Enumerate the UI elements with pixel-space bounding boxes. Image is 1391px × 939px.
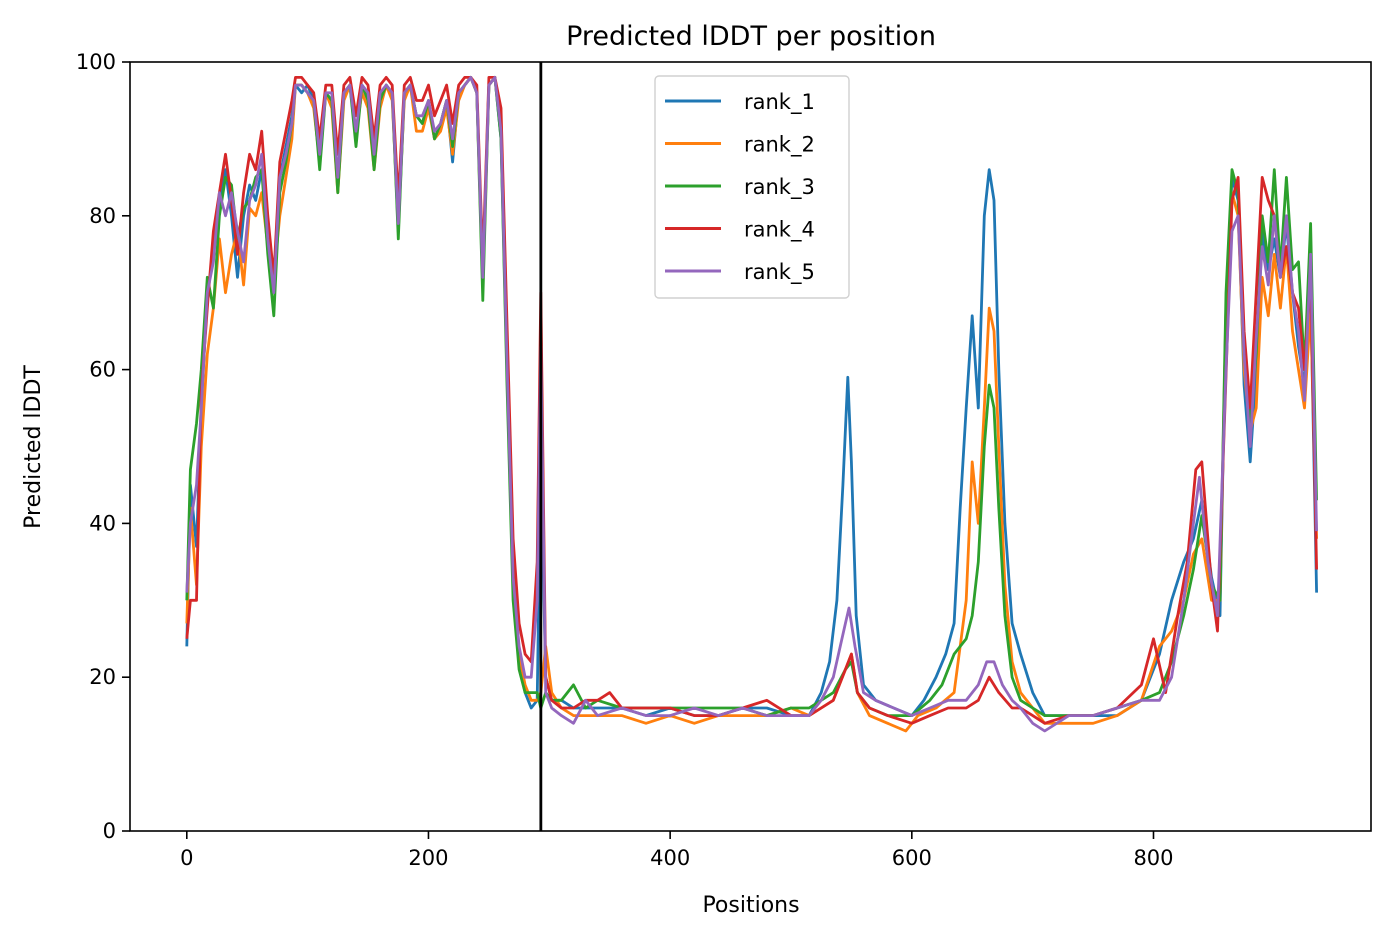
series-line-rank-5 xyxy=(185,76,1318,733)
x-axis: 0 200 400 600 800 xyxy=(180,831,1174,870)
x-tick-label: 400 xyxy=(650,846,690,870)
chart-title: Predicted lDDT per position xyxy=(566,21,936,52)
legend-entry-rank-1: rank_1 xyxy=(665,90,815,115)
y-axis: 0 20 40 60 80 100 xyxy=(76,50,130,843)
y-tick-label: 60 xyxy=(89,358,116,382)
x-tick-label: 200 xyxy=(408,846,448,870)
plot-frame xyxy=(129,61,1372,832)
y-tick-label: 0 xyxy=(103,819,116,843)
series-layer xyxy=(185,76,1318,733)
x-axis-label: Positions xyxy=(702,893,799,918)
x-tick-label: 0 xyxy=(180,846,193,870)
legend: rank_1 rank_2 rank_3 rank_4 rank_5 xyxy=(654,75,850,299)
legend-entry-rank-2: rank_2 xyxy=(665,133,815,158)
legend-entry-rank-4: rank_4 xyxy=(665,218,815,243)
y-tick-label: 20 xyxy=(89,665,116,689)
legend-label: rank_5 xyxy=(744,260,815,285)
legend-entry-rank-3: rank_3 xyxy=(665,175,815,200)
x-tick-label: 600 xyxy=(892,846,932,870)
y-axis-label: Predicted lDDT xyxy=(21,365,46,529)
legend-entry-rank-5: rank_5 xyxy=(665,260,815,285)
legend-label: rank_1 xyxy=(744,90,815,115)
legend-label: rank_3 xyxy=(744,175,815,200)
y-tick-label: 80 xyxy=(89,204,116,228)
legend-label: rank_2 xyxy=(744,133,815,158)
x-tick-label: 800 xyxy=(1133,846,1173,870)
legend-items: rank_1 rank_2 rank_3 rank_4 rank_5 xyxy=(665,90,815,285)
legend-box xyxy=(654,75,850,299)
y-tick-label: 40 xyxy=(89,511,116,535)
y-tick-label: 100 xyxy=(76,50,116,74)
legend-label: rank_4 xyxy=(744,218,815,243)
